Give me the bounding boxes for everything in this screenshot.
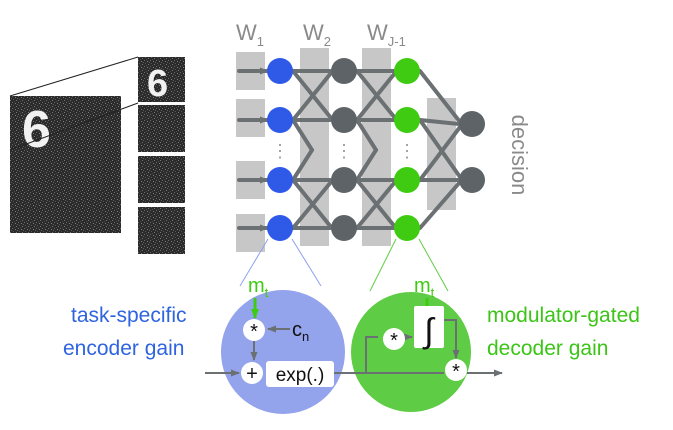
encoder-gain-detail: mt * cn + exp(.) (221, 275, 345, 414)
node-green-2 (394, 107, 420, 133)
large-noisy-digit-image (10, 96, 121, 233)
ellipsis-2: ⋮ (335, 141, 353, 161)
decoder-label-line2: decoder gain (487, 337, 608, 360)
ellipsis-3: ⋮ (398, 141, 416, 161)
network-connections (237, 67, 462, 232)
decoder-label-line1: modulator-gated (487, 304, 640, 327)
node-blue-3 (267, 167, 293, 193)
encoder-exp-label: exp(.) (276, 365, 325, 386)
ellipses: ⋮ ⋮ ⋮ (271, 141, 416, 161)
encoder-label-line1: task-specific (71, 304, 187, 327)
encoder-mt-label: mt (248, 275, 269, 300)
decoder-multiply-node-left (383, 328, 405, 350)
decoder-multiply-symbol-left: * (390, 330, 398, 352)
decoder-gain-detail: * mt ∫ * (351, 275, 471, 412)
patch-image-4 (138, 207, 185, 254)
node-green-1 (394, 58, 420, 84)
encoder-label-line2: encoder gain (63, 337, 184, 360)
side-labels: task-specific encoder gain modulator-gat… (63, 304, 640, 360)
patch-image-3 (138, 156, 185, 203)
layer-1-nodes (267, 58, 293, 241)
encoder-plus-symbol: + (246, 363, 258, 385)
node-output-2 (459, 167, 485, 193)
encoder-cn-label: cn (292, 319, 309, 344)
encoder-multiply-node (243, 319, 265, 341)
layer-label-w1: W1 (236, 20, 264, 49)
decoder-gain-circle (351, 292, 471, 412)
node-blue-4 (267, 215, 293, 241)
patch-image-1 (138, 57, 185, 102)
output-nodes (459, 111, 485, 193)
large-digit: 6 (22, 101, 51, 159)
layer-label-wj: WJ-1 (367, 20, 406, 49)
node-gray-4 (331, 215, 357, 241)
layer-label-w2: W2 (303, 20, 331, 49)
node-gray-3 (331, 167, 357, 193)
decoder-multiply-symbol-out: * (452, 361, 460, 383)
decoder-mt-label: mt (414, 275, 435, 300)
node-gray-2 (331, 107, 357, 133)
decision-label: decision (507, 115, 532, 196)
patch-image-2 (138, 105, 185, 152)
node-green-4 (394, 215, 420, 241)
patch-digit: 6 (147, 63, 168, 105)
zoom-guides (239, 238, 449, 292)
node-gray-1 (331, 58, 357, 84)
encoder-gain-circle (221, 290, 345, 414)
decoder-integral-symbol: ∫ (422, 312, 435, 350)
layer-labels: W1 W2 WJ-1 (236, 20, 406, 49)
node-blue-2 (267, 107, 293, 133)
layer-2-nodes (331, 58, 357, 241)
layer-j-nodes (394, 58, 420, 241)
node-output-1 (459, 111, 485, 137)
ellipsis-1: ⋮ (271, 141, 289, 161)
encoder-multiply-symbol: * (250, 321, 258, 343)
node-blue-1 (267, 58, 293, 84)
node-green-3 (394, 167, 420, 193)
decoder-multiply-node-out (445, 359, 467, 381)
decoder-integral-box (414, 306, 444, 348)
input-images: 6 6 (9, 56, 185, 254)
encoder-exp-box (266, 361, 334, 387)
encoder-plus-node (241, 362, 263, 384)
